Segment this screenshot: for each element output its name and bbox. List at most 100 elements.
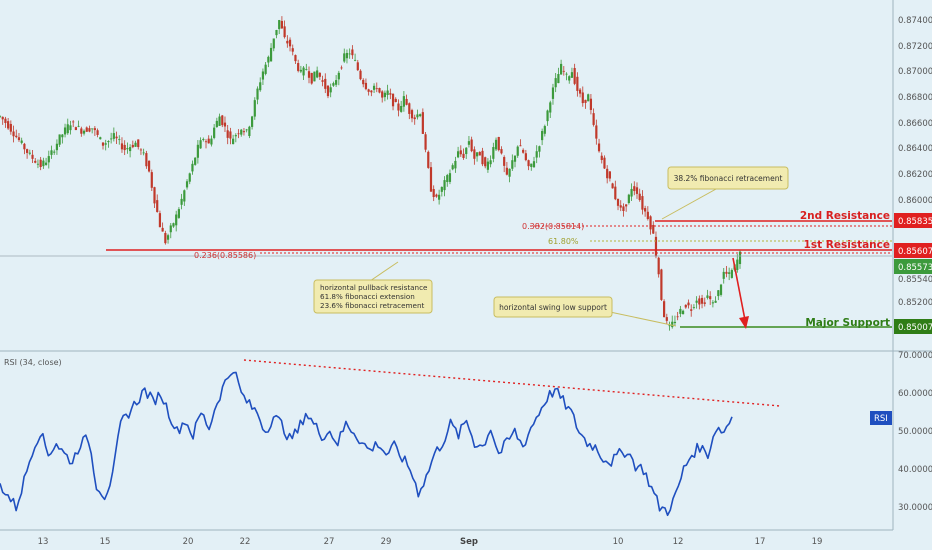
candle-up: [53, 151, 56, 153]
candle-down: [237, 133, 240, 135]
candle-up: [736, 259, 739, 271]
candle-up: [272, 38, 275, 49]
candle-up: [554, 78, 557, 88]
candle-down: [725, 271, 728, 274]
candle-down: [459, 150, 462, 155]
candle-down: [581, 92, 584, 104]
candle-down: [204, 141, 208, 143]
candle-up: [194, 157, 197, 165]
candle-down: [663, 301, 666, 318]
candle-down: [23, 143, 26, 150]
candle-up: [107, 141, 110, 143]
candle-up: [110, 138, 113, 140]
candle-down: [356, 62, 359, 71]
candle-up: [557, 74, 560, 84]
candle-up: [451, 165, 454, 170]
candle-down: [375, 88, 378, 90]
candle-down: [131, 144, 134, 148]
candle-up: [730, 270, 733, 278]
candle-down: [161, 227, 164, 232]
candle-down: [120, 143, 124, 150]
candle-up: [126, 148, 129, 150]
second-resistance-label: 2nd Resistance: [800, 210, 890, 222]
price-tick: 0.85540: [898, 275, 932, 285]
candle-down: [603, 157, 606, 169]
candle-up: [337, 72, 340, 80]
candle-up: [250, 116, 254, 127]
candle-up: [494, 139, 498, 150]
candle-down: [562, 70, 565, 72]
candle-up: [63, 127, 67, 135]
candle-down: [1, 116, 4, 120]
candle-down: [297, 63, 300, 71]
candle-down: [408, 103, 411, 114]
callout-pullback-line-3: 23.6% fibonacci retracement: [320, 301, 424, 310]
candle-down: [576, 76, 579, 91]
candle-down: [410, 110, 414, 119]
price-tick: 0.86000: [898, 196, 932, 206]
rsi-badge: RSI: [870, 411, 892, 425]
candle-up: [248, 126, 251, 137]
candle-down: [147, 160, 151, 172]
svg-text:0.85835: 0.85835: [898, 217, 932, 227]
candle-up: [416, 114, 419, 118]
candle-up: [275, 29, 278, 36]
svg-text:RSI: RSI: [874, 414, 888, 424]
candle-down: [226, 130, 229, 138]
candle-down: [340, 67, 343, 69]
callout-pullback: horizontal pullback resistance 61.8% fib…: [313, 261, 433, 314]
candle-down: [397, 103, 400, 111]
candle-up: [440, 186, 443, 192]
candle-down: [34, 160, 37, 163]
candle-down: [608, 171, 611, 179]
candle-down: [619, 205, 622, 208]
candle-up: [232, 138, 235, 145]
candle-down: [473, 149, 476, 159]
time-tick: 22: [240, 537, 251, 547]
candle-up: [77, 125, 80, 127]
candle-down: [26, 149, 29, 153]
price-badge-current: 0.85573: [894, 259, 932, 274]
candle-down: [592, 113, 595, 125]
candle-down: [690, 309, 693, 311]
candle-down: [432, 189, 435, 198]
candle-up: [508, 168, 511, 177]
candle-up: [36, 163, 40, 165]
price-tick: 0.87200: [898, 42, 932, 52]
candle-down: [589, 98, 593, 110]
candle-down: [80, 128, 83, 134]
candle-up: [383, 92, 387, 98]
candle-up: [261, 71, 265, 80]
candle-up: [269, 47, 273, 62]
major-support-label: Major Support: [805, 317, 890, 329]
candle-up: [259, 82, 262, 91]
candle-up: [513, 155, 517, 162]
candle-down: [15, 135, 18, 138]
candle-up: [215, 120, 218, 128]
candle-up: [175, 214, 178, 226]
candle-down: [74, 127, 77, 131]
candle-up: [267, 56, 270, 63]
candle-up: [299, 69, 302, 72]
candle-up: [570, 72, 574, 78]
candle-up: [532, 161, 536, 168]
candle-up: [213, 127, 216, 138]
candle-down: [286, 40, 289, 44]
candle-down: [660, 269, 663, 300]
candle-up: [278, 20, 281, 30]
candle-down: [649, 216, 652, 230]
candle-up: [202, 139, 205, 141]
candle-down: [654, 236, 658, 257]
candle-up: [210, 138, 213, 145]
candle-down: [435, 194, 438, 197]
candle-down: [646, 211, 649, 219]
candle-up: [199, 140, 202, 149]
candle-down: [484, 157, 487, 167]
candle-up: [185, 181, 189, 188]
candle-up: [180, 198, 183, 205]
candle-down: [391, 93, 395, 107]
candle-down: [150, 172, 153, 188]
time-tick: 12: [673, 537, 684, 547]
candle-up: [738, 251, 742, 265]
